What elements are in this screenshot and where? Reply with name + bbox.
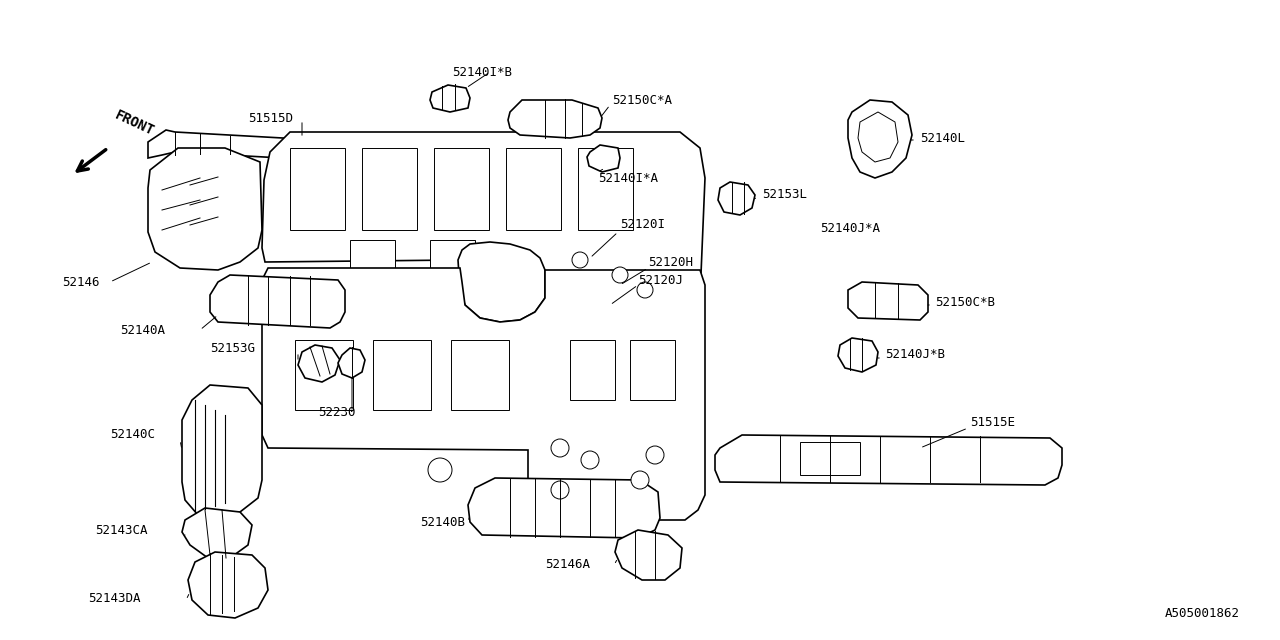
Circle shape <box>581 451 599 469</box>
Text: 52153G: 52153G <box>210 342 255 355</box>
Text: 52153L: 52153L <box>762 189 806 202</box>
Text: 51515E: 51515E <box>970 415 1015 429</box>
Polygon shape <box>838 338 878 372</box>
Polygon shape <box>718 182 755 215</box>
Text: 52140I*B: 52140I*B <box>452 65 512 79</box>
Circle shape <box>428 458 452 482</box>
Polygon shape <box>508 100 602 138</box>
Polygon shape <box>298 345 340 382</box>
Polygon shape <box>182 508 252 558</box>
Circle shape <box>550 439 570 457</box>
Polygon shape <box>800 442 860 475</box>
Polygon shape <box>858 112 899 162</box>
Text: 52140C: 52140C <box>110 429 155 442</box>
Polygon shape <box>630 340 675 400</box>
Text: 52143CA: 52143CA <box>95 524 147 536</box>
Polygon shape <box>294 340 353 410</box>
Polygon shape <box>451 340 509 410</box>
Circle shape <box>572 252 588 268</box>
Text: 52146A: 52146A <box>545 559 590 572</box>
Polygon shape <box>468 478 660 538</box>
Text: 51515D: 51515D <box>248 111 293 125</box>
Polygon shape <box>262 132 705 318</box>
Text: 52140A: 52140A <box>120 323 165 337</box>
Polygon shape <box>182 385 262 518</box>
Text: 52140J*B: 52140J*B <box>884 349 945 362</box>
Text: 52150C*A: 52150C*A <box>612 93 672 106</box>
Text: 52140L: 52140L <box>920 131 965 145</box>
Circle shape <box>631 471 649 489</box>
Polygon shape <box>372 340 431 410</box>
Circle shape <box>612 267 628 283</box>
Polygon shape <box>362 148 417 230</box>
Polygon shape <box>849 100 911 178</box>
Polygon shape <box>210 275 346 328</box>
Polygon shape <box>579 148 634 230</box>
Polygon shape <box>614 530 682 580</box>
Text: 52143DA: 52143DA <box>88 591 141 605</box>
Polygon shape <box>506 148 561 230</box>
Polygon shape <box>458 242 545 322</box>
Text: 52150C*B: 52150C*B <box>934 296 995 308</box>
Polygon shape <box>338 348 365 378</box>
Polygon shape <box>349 240 396 268</box>
Polygon shape <box>849 282 928 320</box>
Polygon shape <box>570 340 614 400</box>
Polygon shape <box>188 552 268 618</box>
Polygon shape <box>148 130 462 168</box>
Polygon shape <box>588 145 620 172</box>
Circle shape <box>637 282 653 298</box>
Polygon shape <box>430 240 475 268</box>
Circle shape <box>646 446 664 464</box>
Text: 52146: 52146 <box>61 275 100 289</box>
Text: 52140I*A: 52140I*A <box>598 172 658 184</box>
Text: FRONT: FRONT <box>113 108 156 138</box>
Text: 52120J: 52120J <box>637 273 684 287</box>
Text: 52120I: 52120I <box>620 218 666 232</box>
Polygon shape <box>434 148 489 230</box>
Polygon shape <box>148 148 262 270</box>
Text: 52120H: 52120H <box>648 255 692 269</box>
Polygon shape <box>262 268 705 520</box>
Text: A505001862: A505001862 <box>1165 607 1240 620</box>
Circle shape <box>550 481 570 499</box>
Text: 52230: 52230 <box>317 406 356 419</box>
Polygon shape <box>430 85 470 112</box>
Polygon shape <box>291 148 346 230</box>
Text: 52140B: 52140B <box>420 515 465 529</box>
Polygon shape <box>716 435 1062 485</box>
Text: 52140J*A: 52140J*A <box>820 221 881 234</box>
